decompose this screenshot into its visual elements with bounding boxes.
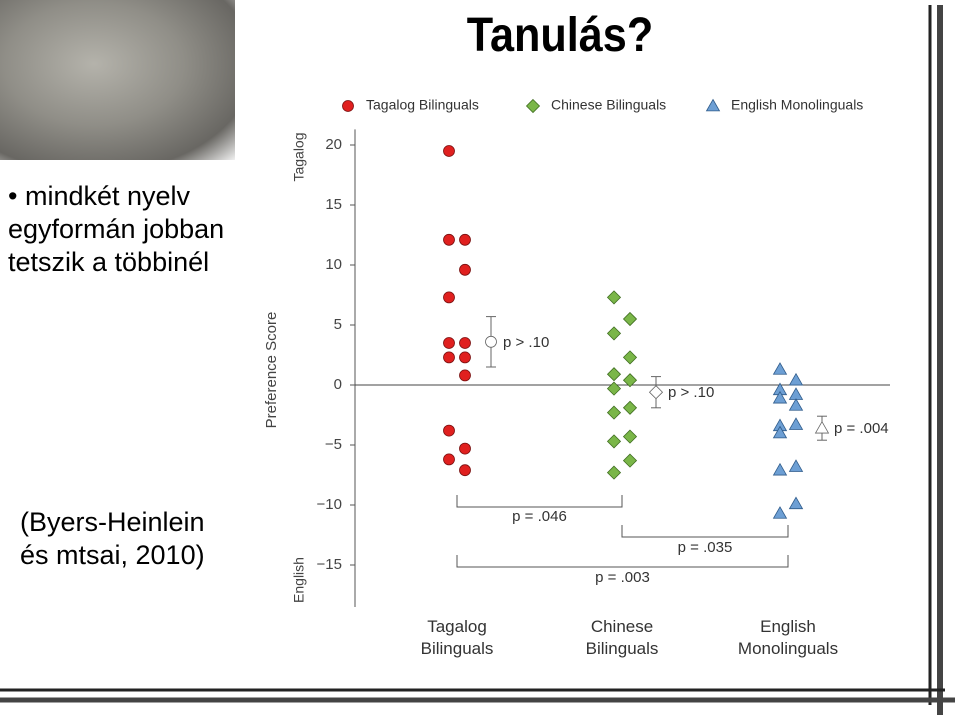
- y-tick-label: −5: [325, 436, 342, 453]
- legend-marker: [705, 98, 721, 112]
- y-tick-label: −15: [317, 556, 342, 573]
- data-point: [772, 462, 788, 476]
- data-point: [788, 398, 804, 411]
- comparison-label: p = .046: [512, 508, 567, 525]
- comparison-bracket: [621, 525, 789, 538]
- data-point: [622, 453, 638, 468]
- y-axis-label: Preference Score: [263, 312, 280, 429]
- data-point: [772, 362, 788, 375]
- data-point: [459, 233, 471, 246]
- data-point: [459, 442, 471, 455]
- data-point: [459, 351, 471, 364]
- mean-marker: [648, 385, 664, 400]
- mean-marker: [485, 335, 497, 348]
- data-point: [622, 373, 638, 388]
- p-label: p > .10: [668, 384, 714, 401]
- data-point: [443, 424, 455, 437]
- data-point: [443, 233, 455, 246]
- y-tick-label: 20: [325, 136, 342, 153]
- p-label: p > .10: [503, 334, 549, 351]
- comparison-bracket: [456, 555, 789, 568]
- data-point: [622, 400, 638, 415]
- y-tick-label: 0: [334, 376, 342, 393]
- data-point: [622, 429, 638, 444]
- p-label: p = .004: [834, 420, 889, 437]
- data-point: [606, 434, 622, 449]
- y-bottom-label: English: [291, 557, 307, 603]
- data-point: [459, 464, 471, 477]
- data-point: [772, 506, 788, 519]
- y-tick-label: −10: [317, 496, 342, 513]
- data-point: [443, 337, 455, 349]
- data-point: [622, 311, 638, 327]
- data-point: [443, 453, 455, 466]
- data-point: [606, 381, 622, 396]
- data-point: [788, 417, 804, 430]
- data-point: [788, 387, 804, 400]
- legend-marker: [342, 100, 354, 112]
- y-tick-label: 15: [325, 196, 342, 213]
- data-point: [459, 337, 471, 349]
- data-point: [788, 496, 804, 510]
- data-point: [606, 465, 622, 480]
- data-point: [622, 350, 638, 365]
- y-tick-label: 10: [325, 256, 342, 273]
- data-point: [788, 459, 804, 472]
- legend-label: Chinese Bilinguals: [551, 97, 666, 113]
- data-point: [443, 291, 455, 304]
- y-tick-label: 5: [334, 316, 342, 333]
- bullet-text: mindkét nyelv egyformán jobban tetszik a…: [8, 180, 238, 279]
- slide-title: Tanulás?: [466, 9, 654, 62]
- data-point: [443, 351, 455, 364]
- data-point: [606, 367, 622, 382]
- y-top-label: Tagalog: [291, 132, 307, 181]
- data-point: [606, 326, 622, 341]
- comparison-bracket: [456, 495, 623, 508]
- mean-marker: [814, 420, 830, 434]
- decorative-photo: [0, 0, 235, 160]
- x-tick-label: Chinese Bilinguals: [585, 617, 659, 658]
- x-tick-label: English Monolinguals: [737, 617, 839, 658]
- x-tick-label: Tagalog Bilinguals: [420, 617, 494, 658]
- data-point: [772, 390, 788, 404]
- comparison-label: p = .003: [595, 569, 650, 586]
- legend-label: Tagalog Bilinguals: [366, 97, 479, 113]
- data-point: [772, 425, 788, 439]
- data-point: [606, 405, 622, 420]
- data-point: [606, 290, 622, 305]
- data-point: [443, 145, 455, 157]
- citation: (Byers-Heinlein és mtsai, 2010): [20, 507, 205, 570]
- data-point: [459, 369, 471, 382]
- legend-label: English Monolinguals: [731, 97, 863, 113]
- data-point: [788, 372, 804, 386]
- legend-marker: [525, 98, 541, 114]
- data-point: [459, 263, 471, 276]
- comparison-label: p = .035: [678, 539, 733, 556]
